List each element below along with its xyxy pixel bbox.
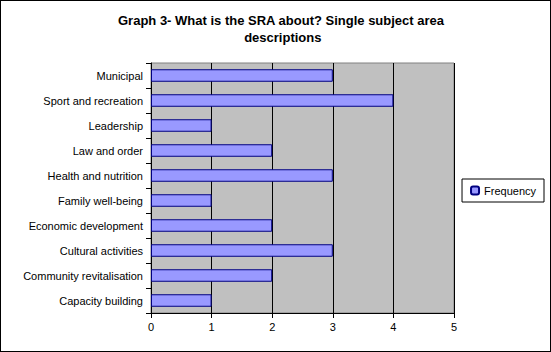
svg-text:Family well-being: Family well-being xyxy=(58,195,143,207)
svg-text:Law and order: Law and order xyxy=(73,145,144,157)
svg-text:Municipal: Municipal xyxy=(97,70,143,82)
svg-text:Graph 3- What is the SRA about: Graph 3- What is the SRA about? Single s… xyxy=(118,13,445,28)
svg-text:Health and nutrition: Health and nutrition xyxy=(48,170,143,182)
svg-text:1: 1 xyxy=(209,321,215,333)
svg-text:Sport and recreation: Sport and recreation xyxy=(43,95,143,107)
svg-text:Community revitalisation: Community revitalisation xyxy=(23,270,143,282)
svg-text:descriptions: descriptions xyxy=(241,30,322,45)
svg-text:4: 4 xyxy=(390,321,396,333)
svg-text:2: 2 xyxy=(269,321,275,333)
svg-text:Economic development: Economic development xyxy=(29,220,143,232)
svg-text:Leadership: Leadership xyxy=(89,120,143,132)
svg-text:Frequency: Frequency xyxy=(484,185,536,197)
svg-text:Cultural activities: Cultural activities xyxy=(60,245,144,257)
svg-text:5: 5 xyxy=(451,321,457,333)
svg-text:3: 3 xyxy=(330,321,336,333)
svg-text:0: 0 xyxy=(148,321,154,333)
svg-text:Capacity building: Capacity building xyxy=(59,295,143,307)
